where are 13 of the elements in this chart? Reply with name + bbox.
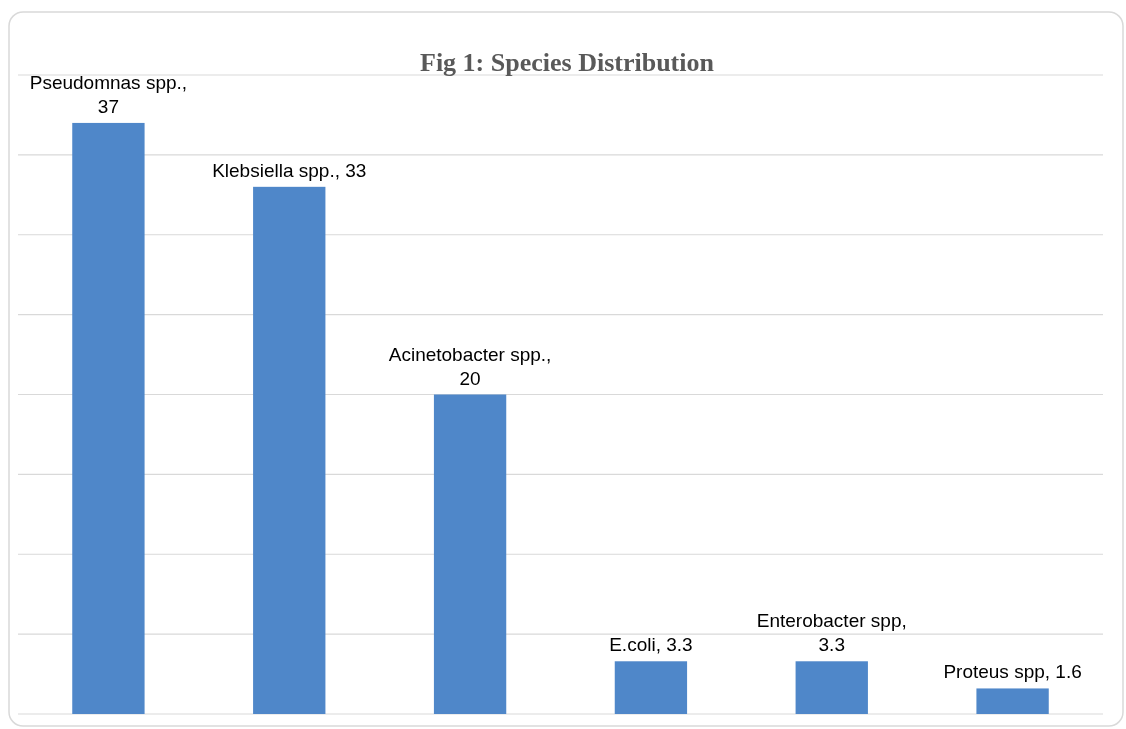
- data-label: Proteus spp, 1.6: [943, 661, 1082, 683]
- bar: [976, 688, 1049, 714]
- bar: [253, 186, 326, 714]
- bar: [795, 661, 868, 714]
- data-label: E.coli, 3.3: [609, 634, 693, 656]
- chart-title: Fig 1: Species Distribution: [420, 48, 715, 77]
- data-label: Pseudomnas spp., 37: [29, 71, 188, 117]
- bar: [614, 661, 688, 714]
- bar: [433, 394, 507, 714]
- bar: [72, 122, 145, 714]
- data-label: Klebsiella spp., 33: [212, 159, 367, 181]
- data-label: Enterobacter spp, 3.3: [756, 610, 907, 656]
- data-label: Acinetobacter spp., 20: [388, 343, 552, 389]
